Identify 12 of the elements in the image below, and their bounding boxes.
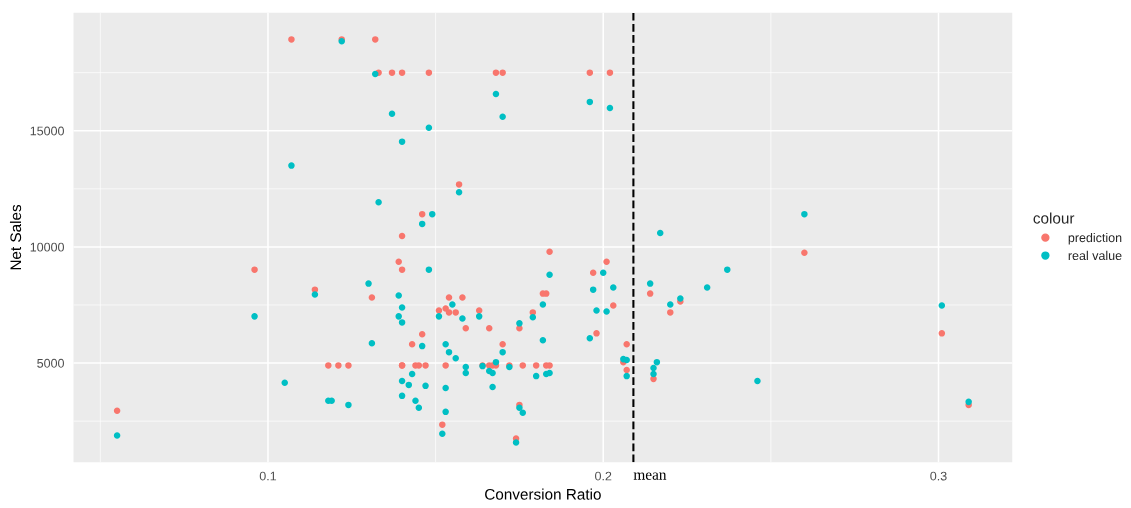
legend-label: real value — [1068, 250, 1122, 261]
x-tick-label: 0.1 — [259, 471, 277, 481]
y-tick-label: 10000 — [30, 242, 64, 252]
legend-title: colour — [1033, 212, 1075, 224]
x-tick-label: 0.3 — [930, 471, 947, 481]
x-axis-title: Conversion Ratio — [485, 488, 601, 500]
y-tick-label: 15000 — [30, 126, 64, 136]
ref-line-label: mean — [633, 472, 667, 480]
x-tick-label: 0.2 — [595, 471, 612, 481]
legend-label: prediction — [1068, 232, 1122, 245]
y-axis-title: Net Sales — [9, 204, 22, 270]
y-tick-label: 5000 — [37, 358, 64, 368]
